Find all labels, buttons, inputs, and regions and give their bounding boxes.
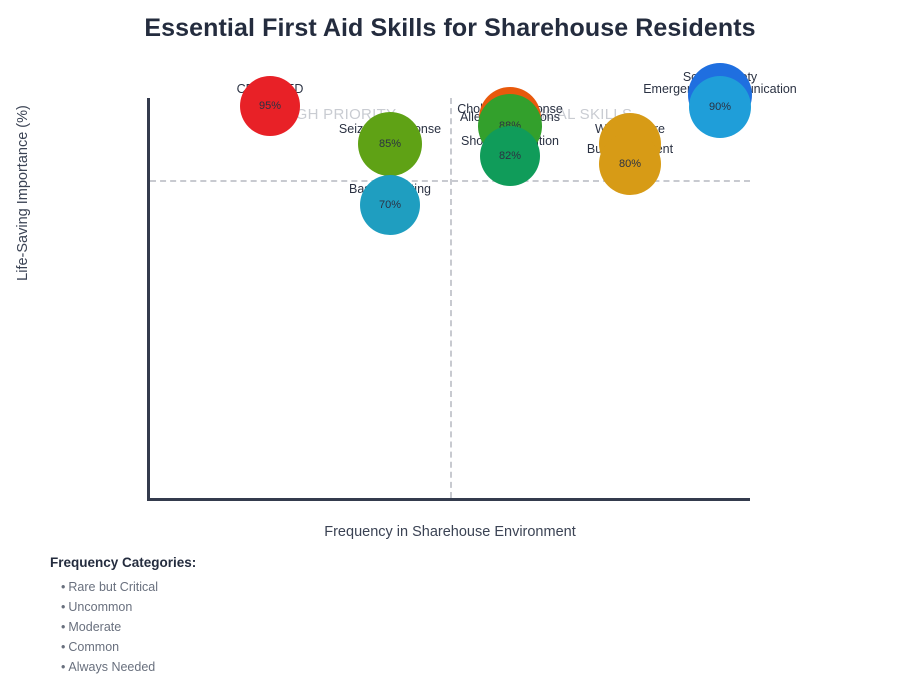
- legend-item: • Uncommon: [50, 597, 380, 617]
- bullet-icon: •: [61, 640, 66, 654]
- legend-item-label: Moderate: [68, 620, 122, 634]
- bubble-basic-splinting[interactable]: 70%: [360, 175, 420, 235]
- x-axis-label: Frequency in Sharehouse Environment: [324, 524, 576, 540]
- legend-item-label: Always Needed: [68, 660, 156, 674]
- legend-heading: Frequency Categories:: [50, 555, 197, 570]
- y-axis-spine: [147, 98, 150, 498]
- legend-item: • Always Needed: [50, 657, 380, 677]
- bubble-seizure-response[interactable]: 85%: [358, 112, 422, 176]
- y-axis-label: Life-Saving Importance (%): [15, 105, 31, 281]
- quadrant-divider-vertical: [450, 98, 452, 498]
- bullet-icon: •: [61, 620, 66, 634]
- legend-item-label: Rare but Critical: [68, 580, 159, 594]
- bullet-icon: •: [61, 660, 66, 674]
- bubble-value: 82%: [498, 150, 522, 162]
- legend-item: • Rare but Critical: [50, 577, 380, 597]
- legend-item-label: Uncommon: [68, 600, 133, 614]
- bubble-cpr-aed[interactable]: 95%: [240, 76, 300, 136]
- legend-item: • Common: [50, 637, 380, 657]
- bullet-icon: •: [61, 600, 66, 614]
- bubble-emergency-communication[interactable]: 90%: [689, 76, 751, 138]
- bubble-burn-treatment[interactable]: 80%: [599, 133, 661, 195]
- legend-item: • Moderate: [50, 617, 380, 637]
- bubble-value: 80%: [618, 158, 642, 170]
- bubble-value: 90%: [708, 101, 732, 113]
- legend: Frequency Categories: • Rare but Critical…: [50, 555, 380, 677]
- legend-item-label: Common: [68, 640, 120, 654]
- bubble-value: 70%: [378, 199, 402, 211]
- quadrant-divider-horizontal: [150, 180, 750, 182]
- x-axis-spine: [147, 498, 750, 501]
- page-title: Essential First Aid Skills for Sharehous…: [144, 14, 756, 42]
- legend-items: • Rare but Critical • Uncommon • Moderate • Com…: [50, 577, 380, 677]
- bubble-value: 95%: [258, 100, 282, 112]
- plot-area: HIGH PRIORITY CRITICAL SKILLS CPR & AEDS…: [147, 63, 797, 501]
- bubble-value: 85%: [378, 138, 402, 150]
- bullet-icon: •: [61, 580, 66, 594]
- bubble-shock-prevention[interactable]: 82%: [480, 126, 540, 186]
- watermark-high-priority: HIGH PRIORITY: [280, 106, 397, 123]
